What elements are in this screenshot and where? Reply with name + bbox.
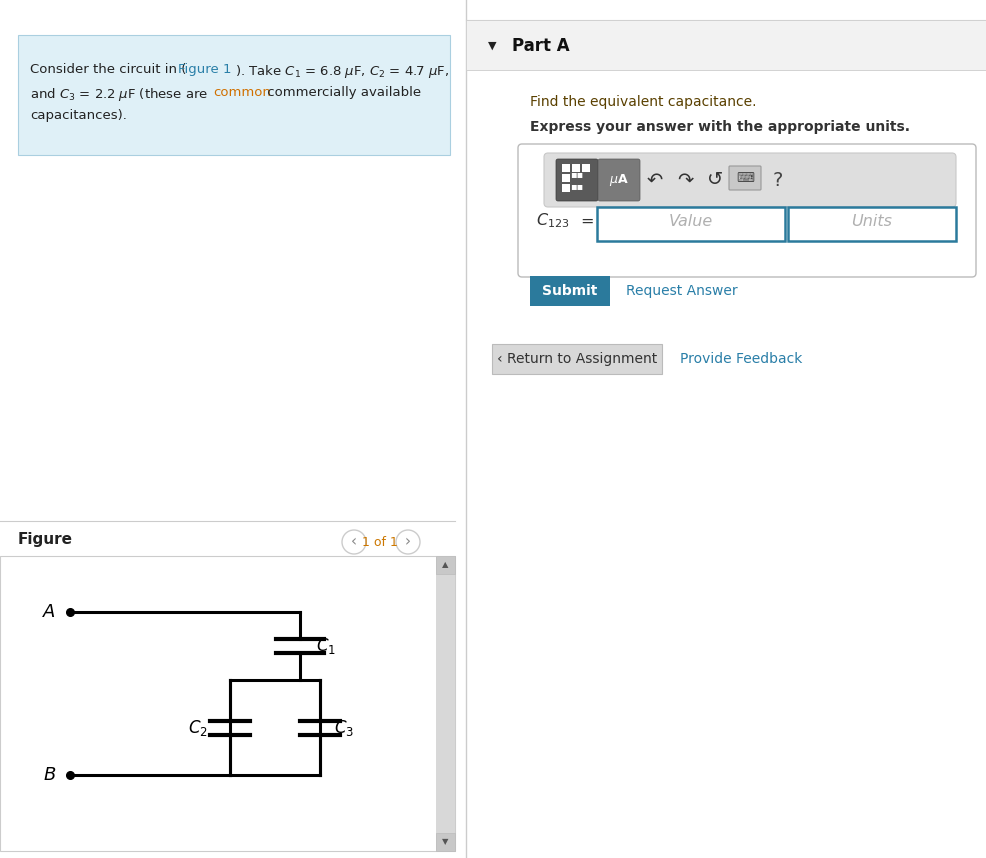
Text: commercially available: commercially available — [262, 86, 421, 99]
FancyBboxPatch shape — [518, 144, 975, 277]
Text: Provide Feedback: Provide Feedback — [679, 352, 802, 366]
Text: ↶: ↶ — [646, 171, 663, 190]
FancyBboxPatch shape — [561, 164, 570, 172]
FancyBboxPatch shape — [582, 164, 590, 172]
Text: ↷: ↷ — [676, 171, 692, 190]
Text: Submit: Submit — [541, 284, 598, 298]
Text: common: common — [213, 86, 270, 99]
FancyBboxPatch shape — [729, 166, 760, 190]
Text: Part A: Part A — [512, 37, 569, 55]
Text: capacitances).: capacitances). — [30, 109, 127, 122]
FancyBboxPatch shape — [597, 207, 784, 241]
FancyBboxPatch shape — [18, 35, 450, 155]
Text: Find the equivalent capacitance.: Find the equivalent capacitance. — [529, 95, 755, 109]
Circle shape — [342, 530, 366, 554]
FancyBboxPatch shape — [598, 159, 639, 201]
FancyBboxPatch shape — [0, 556, 455, 851]
FancyBboxPatch shape — [436, 556, 455, 574]
Text: $B$: $B$ — [42, 766, 56, 784]
Text: ▼: ▼ — [442, 837, 449, 847]
Text: $\mu$A: $\mu$A — [608, 172, 628, 188]
Text: ▼: ▼ — [487, 41, 496, 51]
Text: Consider the circuit in (: Consider the circuit in ( — [30, 63, 186, 76]
FancyBboxPatch shape — [561, 174, 570, 182]
FancyBboxPatch shape — [529, 276, 609, 306]
Text: $A$: $A$ — [42, 603, 56, 621]
Text: Value: Value — [669, 214, 713, 228]
Text: Figure 1: Figure 1 — [177, 63, 232, 76]
Text: Units: Units — [851, 214, 891, 228]
FancyBboxPatch shape — [465, 20, 986, 70]
Text: Express your answer with the appropriate units.: Express your answer with the appropriate… — [529, 120, 909, 134]
FancyBboxPatch shape — [491, 344, 662, 374]
Circle shape — [395, 530, 420, 554]
Text: ▲: ▲ — [442, 560, 449, 570]
Text: ‹ Return to Assignment: ‹ Return to Assignment — [496, 352, 657, 366]
Text: $C_3$: $C_3$ — [333, 717, 354, 738]
FancyBboxPatch shape — [436, 833, 455, 851]
Text: $C_{123}$: $C_{123}$ — [535, 212, 569, 230]
FancyBboxPatch shape — [561, 184, 570, 192]
Text: ). Take $C_1$ = 6.8 $\mu$F, $C_2$ = 4.7 $\mu$F,: ). Take $C_1$ = 6.8 $\mu$F, $C_2$ = 4.7 … — [235, 63, 449, 80]
Text: ‹: ‹ — [351, 535, 357, 549]
Text: ›: › — [404, 535, 410, 549]
FancyBboxPatch shape — [787, 207, 955, 241]
Text: =: = — [580, 214, 593, 228]
FancyBboxPatch shape — [572, 164, 580, 172]
FancyBboxPatch shape — [543, 153, 955, 207]
Text: 1 of 1: 1 of 1 — [362, 535, 397, 548]
Text: ?: ? — [772, 171, 783, 190]
Text: and $C_3$ = 2.2 $\mu$F (these are: and $C_3$ = 2.2 $\mu$F (these are — [30, 86, 209, 103]
Text: $C_2$: $C_2$ — [188, 717, 208, 738]
Text: ↺: ↺ — [706, 171, 723, 190]
Text: ⌨: ⌨ — [736, 172, 753, 184]
FancyBboxPatch shape — [436, 556, 455, 851]
Text: ▪▪
▪▪: ▪▪ ▪▪ — [570, 169, 583, 190]
Text: Figure: Figure — [18, 532, 73, 547]
FancyBboxPatch shape — [555, 159, 598, 201]
Text: Request Answer: Request Answer — [625, 284, 737, 298]
Text: $C_1$: $C_1$ — [316, 636, 335, 656]
